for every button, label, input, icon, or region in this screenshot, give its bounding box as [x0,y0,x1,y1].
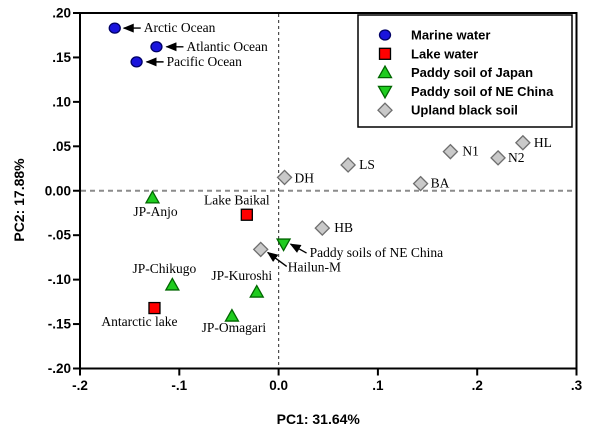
point-label-jp-anjo: JP-Anjo [133,204,178,219]
point-label-n2: N2 [508,150,524,165]
legend-label-lake-water: Lake water [411,46,478,61]
data-point-jp-chikugo [164,277,180,291]
point-label-hl: HL [534,135,552,150]
data-point-pacific-ocean [130,56,143,68]
data-point-jp-kuroshi [249,284,265,298]
legend-marker-paddy-soil-of-ne-china [377,85,393,100]
x-tick-label: .1 [372,378,384,393]
y-axis-title: PC2: 17.88% [11,158,27,242]
point-label-n1: N1 [462,144,479,159]
data-point-atlantic-ocean [150,41,163,53]
legend-marker-marine-water [378,29,392,41]
point-label-jp-kuroshi: JP-Kuroshi [211,268,272,283]
data-point-paddy-soils-of-ne-china [275,238,292,252]
x-axis-title: PC1: 31.64% [277,411,361,427]
point-label-hailun-m: Hailun-M [288,259,341,274]
data-point-hb [314,220,331,236]
x-tick-label: .2 [472,378,483,393]
y-tick-label: -.15 [48,317,72,332]
y-tick-label: .20 [52,6,71,21]
y-tick-label: 0.00 [45,183,71,198]
annotation-arrow-hailun-m [266,251,288,267]
point-label-ba: BA [431,176,450,191]
point-label-jp-chikugo: JP-Chikugo [132,261,196,276]
legend-box [357,14,573,128]
point-label-dh: DH [295,170,315,185]
y-tick-label: -.05 [48,228,72,243]
x-tick-label: -.2 [72,378,88,393]
data-point-hl [514,134,531,151]
data-point-n1 [442,143,459,160]
legend-marker-upland-black-soil [377,102,393,119]
data-point-dh [276,169,293,186]
annotation-arrow-paddy-soils-of-ne-china [289,243,307,254]
point-label-lake-baikal: Lake Baikal [204,193,270,208]
point-label-atlantic-ocean: Atlantic Ocean [186,39,268,54]
data-point-jp-anjo [144,190,161,204]
data-point-ls [340,157,357,173]
x-tick-label: 0.0 [269,378,288,393]
legend-label-paddy-soil-of-ne-china: Paddy soil of NE China [411,84,554,99]
data-point-antarctic-lake [148,301,161,315]
point-label-ls: LS [359,157,375,172]
x-tick-label: .3 [571,378,583,393]
y-tick-label: .10 [52,94,71,109]
point-label-arctic-ocean: Arctic Ocean [144,20,216,35]
point-label-paddy-soils-of-ne-china: Paddy soils of NE China [310,245,444,260]
legend-label-upland-black-soil: Upland black soil [411,103,518,118]
legend-marker-paddy-soil-of-japan [377,64,393,79]
data-point-arctic-ocean [108,22,121,34]
y-tick-label: .15 [52,50,71,65]
x-tick-label: -.1 [171,378,187,393]
point-label-antarctic-lake: Antarctic lake [101,314,177,329]
legend-label-paddy-soil-of-japan: Paddy soil of Japan [411,65,533,80]
data-point-hailun-m [252,241,269,258]
legend-marker-lake-water [378,47,392,60]
y-tick-label: -.20 [48,361,71,376]
y-tick-label: -.10 [48,272,71,287]
data-point-jp-omagari [224,308,240,322]
data-point-lake-baikal [240,208,253,221]
point-label-hb: HB [334,220,353,235]
data-point-n2 [490,149,506,166]
data-point-ba [412,175,429,192]
y-tick-label: .05 [52,139,71,154]
point-label-pacific-ocean: Pacific Ocean [167,54,243,69]
legend-label-marine-water: Marine water [411,28,490,43]
point-label-jp-omagari: JP-Omagari [202,320,267,335]
